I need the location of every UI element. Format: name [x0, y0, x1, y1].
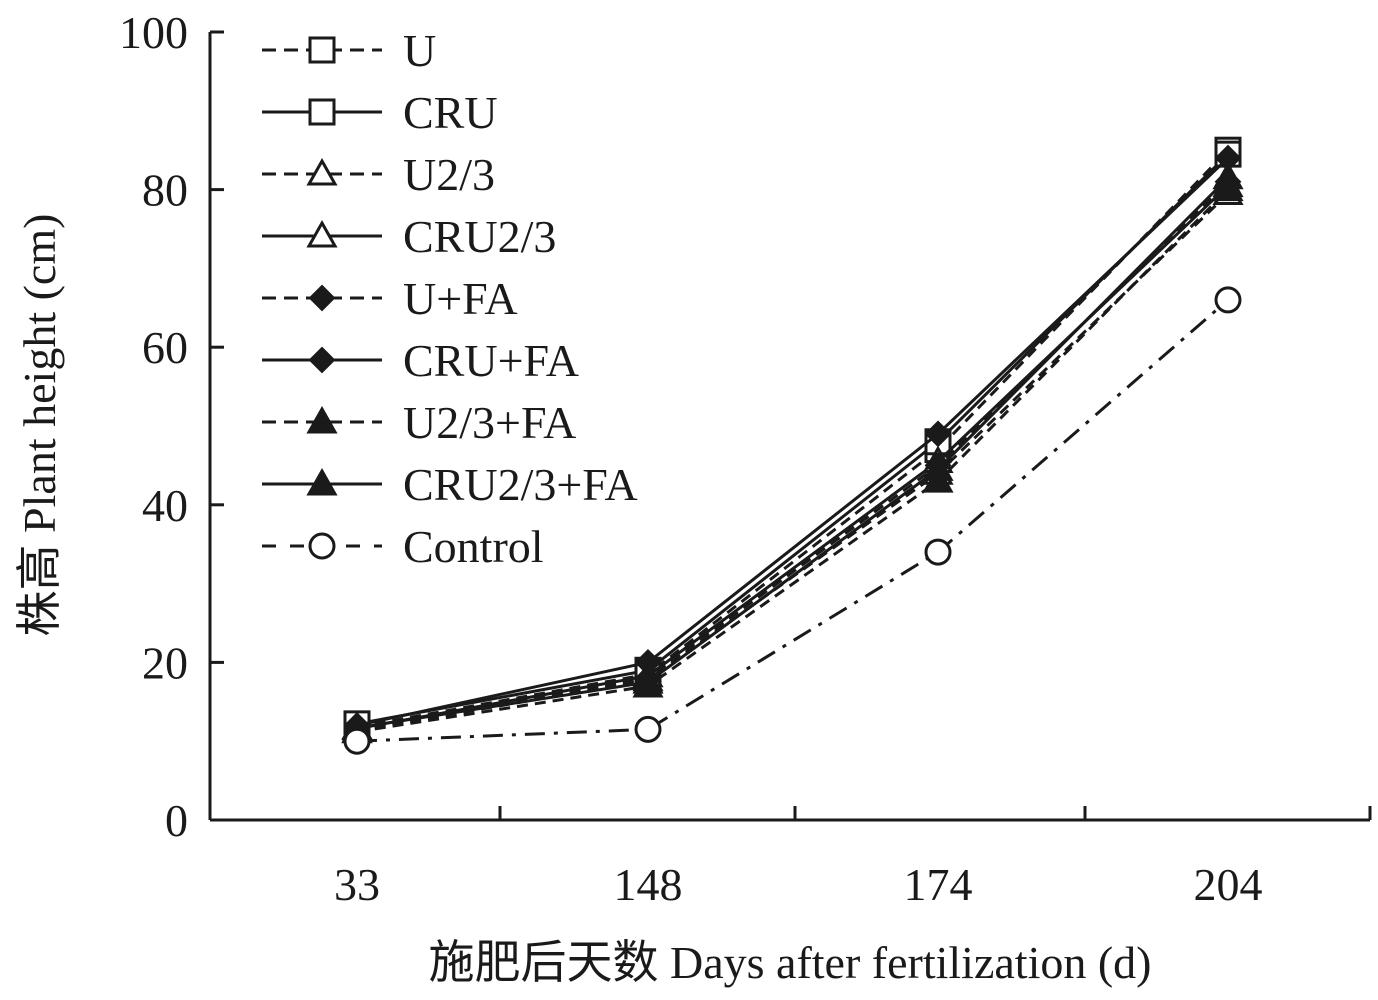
x-tick-label: 33	[334, 859, 380, 910]
legend-marker	[308, 36, 336, 64]
y-tick-label: 0	[165, 795, 188, 846]
legend-label: CRU	[403, 87, 498, 138]
legend-marker	[306, 219, 338, 248]
legend-item-u2-3-fa: U2/3+FA	[262, 397, 576, 448]
series-line-cru2-3	[356, 184, 1230, 731]
data-point-cru2-3-fa	[632, 666, 664, 694]
data-point-cru-fa	[924, 420, 952, 448]
legend-label: CRU2/3	[403, 211, 556, 262]
y-axis-title: 株高 Plant height (cm)	[14, 214, 65, 637]
x-tick-label: 148	[614, 859, 683, 910]
legend-label: U2/3	[403, 149, 495, 200]
series-line-control	[356, 298, 1229, 743]
data-point-control	[1214, 286, 1242, 314]
legend-item-cru-fa: CRU+FA	[262, 335, 579, 386]
y-tick-label: 60	[142, 322, 188, 373]
legend-label: U2/3+FA	[403, 397, 576, 448]
legend-item-u: U	[262, 25, 436, 76]
x-tick-label: 204	[1194, 859, 1263, 910]
legend-label: U+FA	[403, 273, 518, 324]
series-line-u-fa	[356, 180, 1230, 731]
series-layer	[341, 136, 1244, 755]
x-axis-title: 施肥后天数 Days after fertilization (d)	[429, 937, 1152, 988]
data-point-cru2-3-fa	[1212, 161, 1244, 190]
axes: 0 20 40 60 80 100 33 148 174 204	[119, 7, 1372, 910]
legend-marker	[306, 157, 338, 186]
legend-item-control: Control	[262, 521, 544, 572]
series-control	[343, 286, 1242, 755]
legend-item-u2-3: U2/3	[262, 149, 495, 200]
y-tick-label: 40	[142, 480, 188, 531]
y-tick-label: 20	[142, 637, 188, 688]
legend-marker	[308, 284, 336, 312]
legend-item-cru2-3-fa: CRU2/3+FA	[262, 459, 638, 510]
series-line-cru2-3-fa	[356, 176, 1230, 730]
data-point-cru2-3-fa	[922, 453, 954, 481]
y-tick-label: 80	[142, 165, 188, 216]
series-line-u2-3-fa	[356, 188, 1230, 734]
legend-item-cru: CRU	[262, 87, 498, 138]
legend-item-u-fa: U+FA	[262, 273, 518, 324]
legend-marker	[306, 405, 338, 434]
legend-item-cru2-3: CRU2/3	[262, 211, 556, 262]
legend-marker	[306, 467, 338, 496]
legend-label: Control	[403, 521, 544, 572]
x-tick-label: 174	[904, 859, 973, 910]
legend-marker	[308, 98, 336, 126]
series-line-cru-fa	[356, 156, 1230, 727]
data-point-control	[343, 727, 371, 755]
y-tick-label: 100	[119, 7, 188, 58]
legend-label: CRU2/3+FA	[403, 459, 638, 510]
legend-marker	[308, 532, 336, 560]
data-point-control	[924, 538, 952, 566]
legend: U CRU U2/3 CRU2/3 U+FA CRU+FA U2/3+FA CRU2/3+FA…	[262, 25, 638, 572]
data-point-control	[634, 715, 662, 743]
legend-label: U	[403, 25, 436, 76]
legend-marker	[308, 346, 336, 374]
legend-label: CRU+FA	[403, 335, 579, 386]
